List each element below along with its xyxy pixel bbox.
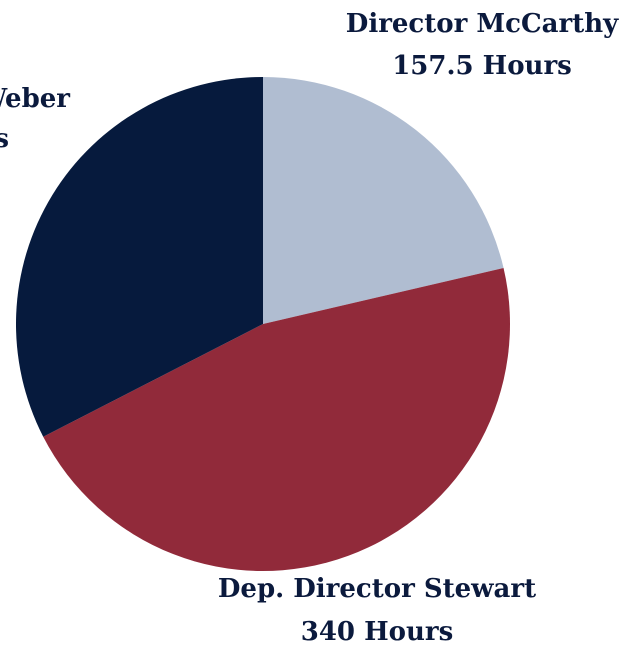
- pie-slice-dep-director-stewart: [43, 267, 511, 572]
- pie-slice-weber: [15, 77, 263, 437]
- slice-label-director-mccarthy: Director McCarthy: [346, 9, 619, 39]
- slice-value-director-mccarthy: 157.5 Hours: [392, 51, 572, 81]
- slice-value-weber: s: [0, 124, 9, 154]
- pie-slice-director-mccarthy: [263, 77, 504, 324]
- slice-value-dep-director-stewart: 340 Hours: [301, 617, 453, 647]
- slice-label-dep-director-stewart: Dep. Director Stewart: [218, 574, 536, 604]
- slice-label-weber: Weber: [0, 84, 70, 114]
